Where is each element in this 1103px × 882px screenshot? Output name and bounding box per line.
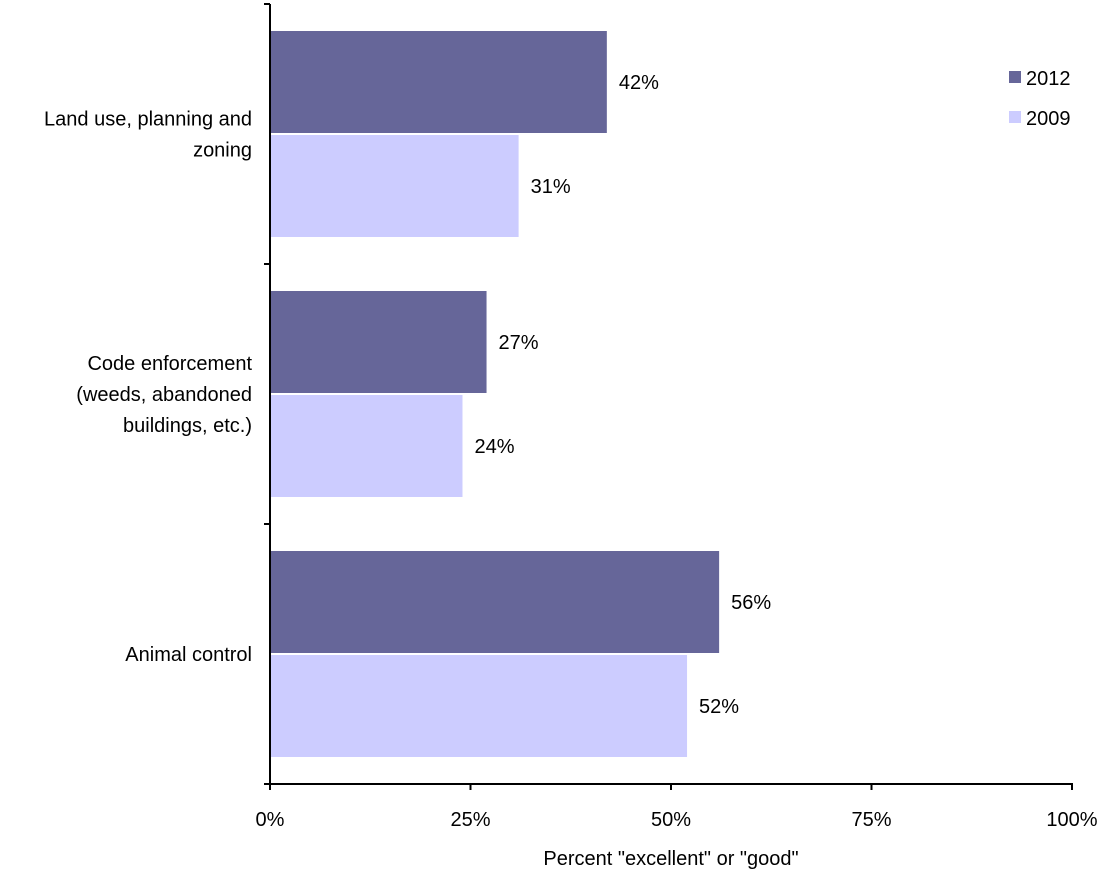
data-label-2009-cat-0: 31%	[531, 176, 571, 198]
ticks-layer: 0% 25% 50% 75% 100%	[256, 3, 1098, 831]
data-label-2009-cat-1: 24%	[474, 436, 514, 458]
x-tick-label: 25%	[450, 809, 490, 831]
category-label-line: Land use, planning and	[44, 109, 252, 131]
legend-label-2009: 2009	[1026, 108, 1071, 130]
axes-layer	[264, 4, 1073, 785]
x-axis-title: Percent "excellent" or "good"	[543, 848, 798, 870]
data-label-2009-cat-2: 52%	[699, 696, 739, 718]
category-label-line: (weeds, abandoned	[76, 384, 252, 406]
legend-label-2012: 2012	[1026, 68, 1071, 90]
legend-swatch-2012	[1009, 71, 1021, 83]
category-label-line: buildings, etc.)	[123, 415, 252, 437]
legend-swatch-2009	[1009, 111, 1021, 123]
bar-2012-cat-0	[270, 31, 607, 133]
category-label-line: zoning	[193, 140, 252, 162]
category-label: Animal control	[125, 644, 252, 666]
data-label-2012-cat-2: 56%	[731, 592, 771, 614]
bars-layer	[270, 31, 720, 757]
bar-2009-cat-0	[270, 135, 519, 237]
bar-2012-cat-2	[270, 551, 720, 653]
value-labels-layer: 42% 31% 27% 24% 56% 52%	[474, 72, 771, 718]
category-label: Code enforcement (weeds, abandoned buildin…	[76, 353, 252, 437]
category-label-line: Code enforcement	[87, 353, 252, 375]
bar-2009-cat-2	[270, 655, 688, 757]
data-label-2012-cat-1: 27%	[499, 332, 539, 354]
x-tick-label: 0%	[256, 809, 285, 831]
data-label-2012-cat-0: 42%	[619, 72, 659, 94]
x-tick-label: 50%	[651, 809, 691, 831]
x-tick-label: 75%	[851, 809, 891, 831]
bar-2009-cat-1	[270, 395, 463, 497]
category-labels: Land use, planning and zoning Code enforce…	[44, 109, 252, 667]
x-tick-label: 100%	[1046, 809, 1097, 831]
category-label: Land use, planning and zoning	[44, 109, 252, 162]
legend: 2012 2009	[1009, 68, 1071, 130]
category-label-line: Animal control	[125, 644, 252, 666]
bar-2012-cat-1	[270, 291, 487, 393]
